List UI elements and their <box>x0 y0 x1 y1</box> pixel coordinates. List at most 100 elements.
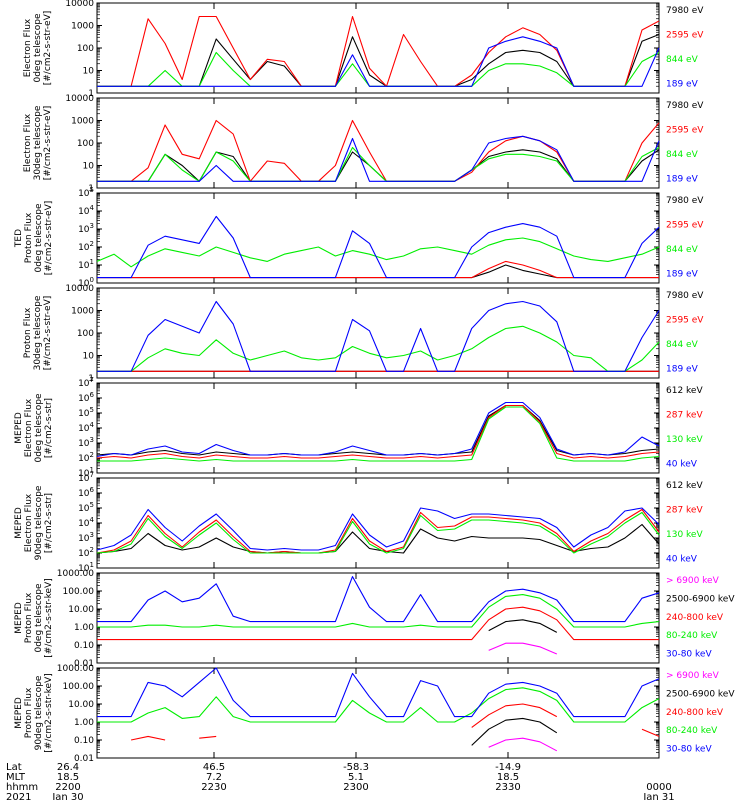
y-axis-label: [#/cm2-s-str-eV] <box>43 11 53 86</box>
legend-entry: 80-240 keV <box>666 631 718 641</box>
legend-entry: 30-80 keV <box>666 745 712 755</box>
legend-entry: 189 eV <box>666 270 699 280</box>
legend-entry: > 6900 keV <box>666 576 720 586</box>
y-axis-label: 0deg telescope <box>34 203 44 273</box>
panel-frame <box>96 477 660 569</box>
legend-entry: 287 keV <box>666 506 703 516</box>
legend-entry: 240-800 keV <box>666 708 724 718</box>
legend-entry: 240-800 keV <box>666 613 724 623</box>
y-tick-label: 10.00 <box>68 605 94 615</box>
y-tick-label: 101 <box>78 258 94 271</box>
x-tick-value: 0000 <box>646 782 671 793</box>
panel-frame <box>96 97 660 189</box>
x-row-label-lat: Lat <box>6 762 22 773</box>
series-line <box>97 135 660 182</box>
y-axis-label: MEPED <box>14 412 24 444</box>
series-line <box>96 404 660 459</box>
y-tick-label: 1 <box>88 184 94 194</box>
y-tick-label: 10 <box>83 67 95 77</box>
y-axis-label: Proton Flux <box>24 687 34 738</box>
y-axis-label: 30deg telescope <box>33 105 43 180</box>
series-line <box>97 260 659 279</box>
y-axis-label: 90deg telescope <box>34 675 44 750</box>
y-tick-label: 100 <box>77 44 94 54</box>
legend-entry: 30-80 keV <box>666 650 712 660</box>
legend-entry: 40 keV <box>666 555 698 565</box>
x-tick-value: 2200 <box>55 782 80 793</box>
y-axis-label: MEPED <box>14 697 24 729</box>
y-axis-label: [#/cm2-s-str-keV] <box>44 673 54 752</box>
series-line <box>97 264 659 279</box>
x-tick-value: Jan 30 <box>51 792 83 800</box>
series-line <box>471 717 558 746</box>
y-tick-label: 104 <box>78 204 94 217</box>
y-tick-label: 102 <box>78 451 94 464</box>
y-axis-label: MEPED <box>14 602 24 634</box>
series-line <box>488 642 558 655</box>
y-axis-label: 90deg telescope <box>34 485 44 560</box>
legend-entry: 130 keV <box>666 530 703 540</box>
y-axis-label: Proton Flux <box>23 307 33 358</box>
y-tick-label: 105 <box>78 186 94 199</box>
x-tick-value: 26.4 <box>57 762 79 773</box>
legend-entry: 7980 eV <box>666 291 704 301</box>
y-axis-label: [#/cm2-s-str] <box>44 398 54 458</box>
y-axis-label: Electron Flux <box>24 493 34 552</box>
legend-entry: 40 keV <box>666 460 698 470</box>
y-tick-label: 1 <box>88 374 94 384</box>
panel-2: 10000 1000 100 10 1 Electron Flux 30deg telesc… <box>23 94 704 194</box>
series-line <box>97 300 660 372</box>
y-axis-label: Electron Flux <box>23 18 33 77</box>
series-line <box>96 508 660 554</box>
x-tick-value: 2300 <box>343 782 368 793</box>
x-tick-value: 2330 <box>495 782 520 793</box>
series-line <box>97 215 660 279</box>
y-tick-label: 10 <box>83 162 95 172</box>
panel-8: 1000.00 100.00 10.00 1.00 0.10 0.01 MEPED Proto… <box>14 664 735 764</box>
legend-entry: > 6900 keV <box>666 671 720 681</box>
y-axis-label: 0deg telescope <box>34 583 44 653</box>
series-line <box>97 146 660 182</box>
y-tick-label: 10000 <box>65 0 94 9</box>
legend-entry: 2595 eV <box>666 126 704 136</box>
y-axis-label: Electron Flux <box>23 113 33 172</box>
y-tick-label: 10.00 <box>68 700 94 710</box>
y-tick-label: 1.00 <box>74 623 94 633</box>
panel-frame <box>96 287 660 379</box>
panel-7: 1000.00 100.00 10.00 1.00 0.10 0.01 MEPED Proto… <box>14 569 735 669</box>
legend-entry: 612 keV <box>666 386 703 396</box>
series-line <box>97 667 660 718</box>
y-axis-label: Electron Flux <box>24 398 34 457</box>
x-tick-value: -14.9 <box>495 762 521 773</box>
series-line <box>97 687 660 723</box>
x-row-label-year: 2021 <box>6 792 31 800</box>
x-row-label-hhmm: hhmm <box>6 782 38 793</box>
series-line <box>97 15 660 87</box>
panel-frame <box>96 2 660 94</box>
legend-entry: 2595 eV <box>666 221 704 231</box>
x-tick-value: 7.2 <box>206 772 222 783</box>
legend-entry: 2500-6900 keV <box>666 594 735 604</box>
y-tick-label: 1000 <box>71 22 94 32</box>
y-axis-label: [#/cm2-s-str-eV] <box>43 296 53 371</box>
legend-entry: 189 eV <box>666 80 699 90</box>
y-tick-label: 100 <box>77 329 94 339</box>
panel-frame <box>96 572 660 664</box>
legend-entry: 2595 eV <box>666 31 704 41</box>
legend-entry: 80-240 keV <box>666 726 718 736</box>
y-tick-label: 102 <box>78 546 94 559</box>
series-line <box>97 594 660 628</box>
y-tick-label: 10 <box>83 352 95 362</box>
x-tick-value: 18.5 <box>57 772 79 783</box>
y-tick-label: 106 <box>78 391 94 404</box>
legend-entry: 287 keV <box>666 411 703 421</box>
series-line <box>96 237 660 268</box>
legend-entry: 844 eV <box>666 340 699 350</box>
y-axis-label: [#/cm2-s-str-eV] <box>43 106 53 181</box>
legend-entry: 189 eV <box>666 175 699 185</box>
